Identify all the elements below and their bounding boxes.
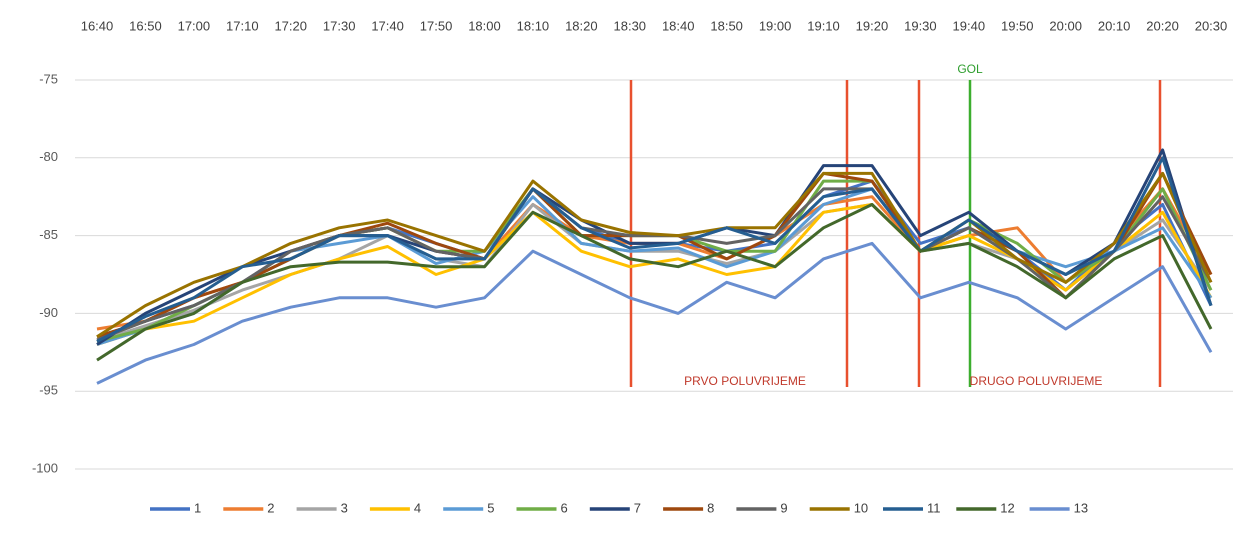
series-line xyxy=(96,171,1213,338)
x-tick-label: 18:00 xyxy=(468,18,501,33)
legend-label: 13 xyxy=(1074,500,1088,515)
legend-label: 1 xyxy=(194,500,201,515)
x-tick-label: 17:50 xyxy=(420,18,453,33)
x-tick-label: 20:30 xyxy=(1195,18,1228,33)
x-tick-label: 19:00 xyxy=(759,18,792,33)
x-tick-label: 19:30 xyxy=(904,18,937,33)
x-tick-label: 20:10 xyxy=(1098,18,1131,33)
series-line xyxy=(96,203,1213,362)
y-tick-label: -85 xyxy=(39,227,58,242)
legend-label: 6 xyxy=(561,500,568,515)
x-tick-label: 17:00 xyxy=(178,18,211,33)
series-line xyxy=(96,156,1213,343)
x-tick-label: 19:10 xyxy=(807,18,840,33)
legend-label: 4 xyxy=(414,500,421,515)
y-tick-label: -90 xyxy=(39,305,58,320)
series-line xyxy=(96,187,1213,342)
legend-label: 3 xyxy=(341,500,348,515)
legend-label: 12 xyxy=(1000,500,1014,515)
legend-label: 2 xyxy=(267,500,274,515)
x-tick-label: 17:20 xyxy=(274,18,307,33)
x-tick-label: 18:40 xyxy=(662,18,695,33)
legend-label: 11 xyxy=(927,500,941,515)
y-tick-label: -80 xyxy=(39,149,58,164)
x-tick-label: 18:20 xyxy=(565,18,598,33)
legend-label: 10 xyxy=(854,500,868,515)
x-tick-label: 20:20 xyxy=(1146,18,1179,33)
x-tick-label: 17:10 xyxy=(226,18,259,33)
legend-label: 8 xyxy=(707,500,714,515)
x-tick-label: 20:00 xyxy=(1049,18,1082,33)
legend-label: 7 xyxy=(634,500,641,515)
x-tick-label: 19:40 xyxy=(953,18,986,33)
y-tick-label: -95 xyxy=(39,383,58,398)
x-tick-label: 18:10 xyxy=(517,18,550,33)
annotation: PRVO POLUVRIJEME xyxy=(684,374,806,388)
annotation: GOL xyxy=(957,62,983,76)
x-tick-label: 17:30 xyxy=(323,18,356,33)
x-tick-label: 19:50 xyxy=(1001,18,1034,33)
x-tick-label: 16:40 xyxy=(81,18,114,33)
series-line xyxy=(96,241,1213,385)
y-tick-label: -75 xyxy=(39,71,58,86)
y-tick-label: -100 xyxy=(32,460,58,475)
x-tick-label: 18:30 xyxy=(614,18,647,33)
x-tick-label: 17:40 xyxy=(371,18,404,33)
legend-label: 5 xyxy=(487,500,494,515)
x-tick-label: 16:50 xyxy=(129,18,162,33)
annotation: DRUGO POLUVRIJEME xyxy=(970,374,1103,388)
x-tick-label: 19:20 xyxy=(856,18,889,33)
x-tick-label: 18:50 xyxy=(710,18,743,33)
legend-label: 9 xyxy=(780,500,787,515)
